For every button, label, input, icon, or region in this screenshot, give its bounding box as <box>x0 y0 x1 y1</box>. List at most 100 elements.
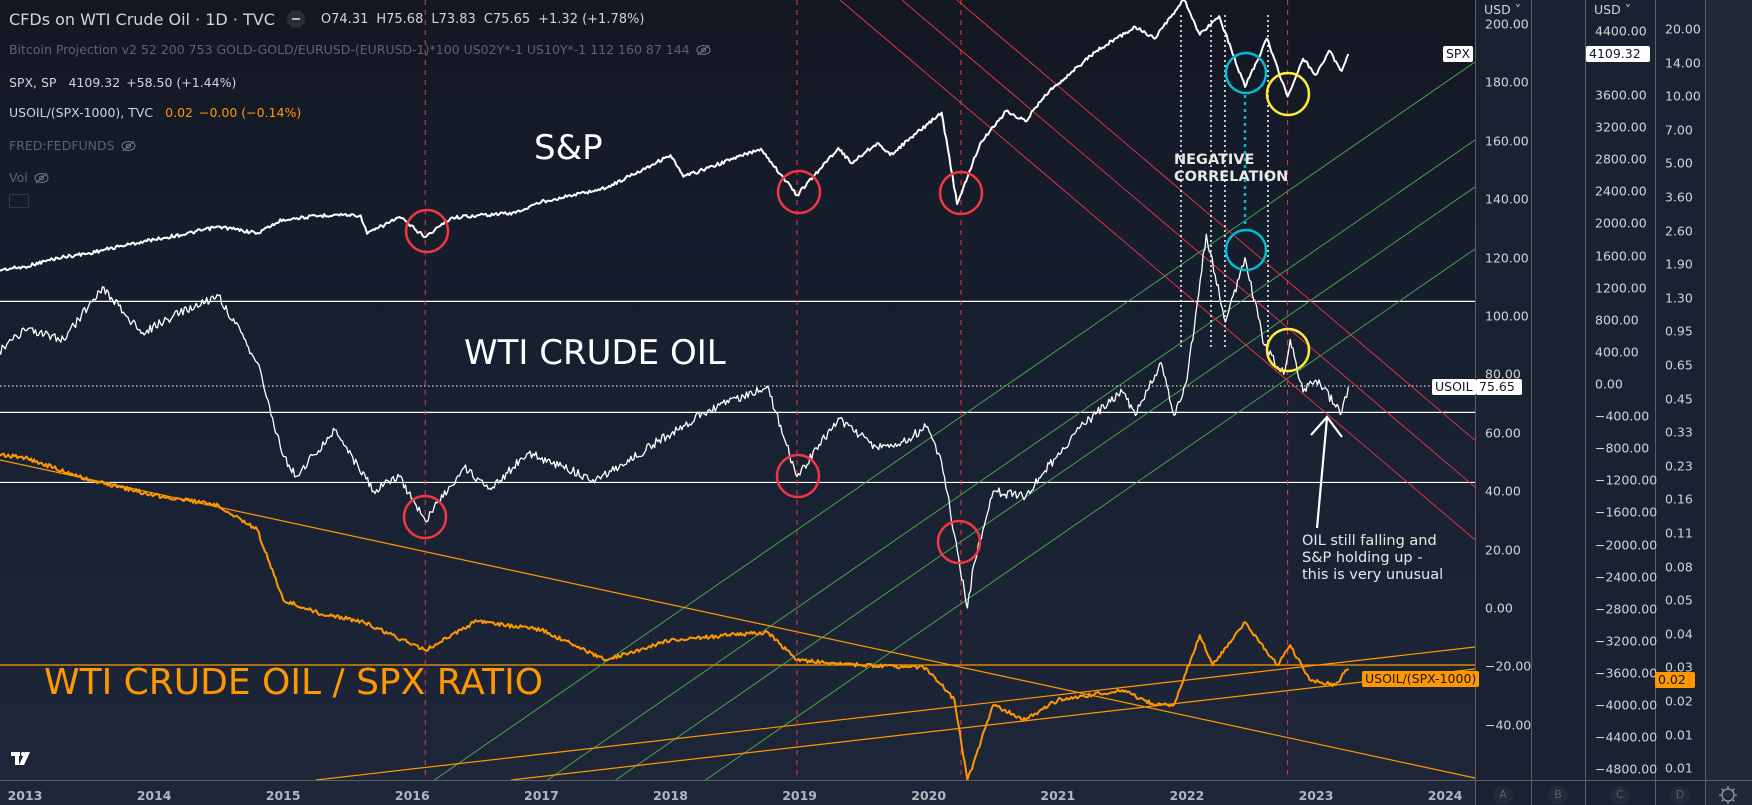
axis-tick-label: 0.95 <box>1665 323 1693 339</box>
scale-letter-button[interactable]: A <box>1493 786 1513 804</box>
axis-tick-label: −2400.00 <box>1595 569 1658 585</box>
axis-tick-label: 40.00 <box>1485 483 1521 499</box>
axis-tick-label: 140.00 <box>1485 191 1529 207</box>
axis-tick-label: 0.05 <box>1665 592 1693 608</box>
time-axis-label: 2023 <box>1298 788 1334 803</box>
sp-annotation: S&P <box>534 128 603 168</box>
tradingview-logo[interactable] <box>11 752 30 765</box>
arrow-up-icon <box>1310 415 1343 529</box>
axis-tick-label: 60.00 <box>1485 425 1521 441</box>
axis-settings-panel <box>1705 0 1752 805</box>
time-axis-label: 2020 <box>911 788 947 803</box>
green-trendline <box>615 186 1476 781</box>
axis-tick-label: −3200.00 <box>1595 633 1658 649</box>
axis-tick-label: 800.00 <box>1595 312 1639 328</box>
fedfunds-name: FRED:FEDFUNDS <box>9 138 115 153</box>
axis-tick-label: −800.00 <box>1595 440 1650 456</box>
axis-tick-label: −2000.00 <box>1595 537 1658 553</box>
green-trendline <box>547 139 1476 781</box>
legend-indicator-row[interactable]: Bitcoin Projection v2 52 200 753 GOLD-GO… <box>9 42 711 57</box>
eye-off-icon[interactable] <box>121 140 136 152</box>
axis-tick-label: 4400.00 <box>1595 23 1647 39</box>
yellow-highlight-circle <box>1265 71 1311 117</box>
currency-selector-c[interactable]: USD ˅ <box>1594 2 1631 17</box>
axis-tick-label: 100.00 <box>1485 308 1529 324</box>
red-trendline <box>956 0 1476 441</box>
time-axis-label: 2017 <box>523 788 559 803</box>
axis-tick-label: −4000.00 <box>1595 697 1658 713</box>
vol-name: Vol <box>9 170 28 185</box>
axis-tick-label: −1600.00 <box>1595 504 1658 520</box>
axis-tick-label: 0.01 <box>1665 760 1693 776</box>
ratio-price-label: 0.02 <box>1655 672 1695 688</box>
legend-collapse-button[interactable] <box>9 194 29 208</box>
spx-price-tag: SPX <box>1443 46 1474 62</box>
axis-tick-label: 7.00 <box>1665 122 1693 138</box>
ohlc-high: H75.68 <box>376 11 424 27</box>
axis-tick-label: 0.00 <box>1485 600 1513 616</box>
axis-tick-label: 14.00 <box>1665 55 1701 71</box>
note-line: S&P holding up - <box>1302 550 1423 566</box>
legend-ratio-row[interactable]: USOIL/(SPX-1000), TVC 0.02 −0.00 (−0.14%… <box>9 105 301 120</box>
axis-tick-label: 0.03 <box>1665 659 1693 675</box>
yellow-highlight-circle <box>1265 327 1311 373</box>
series-line-spx <box>0 0 1350 272</box>
axis-tick-label: 160.00 <box>1485 133 1529 149</box>
currency-selector-a[interactable]: USD ˅ <box>1484 2 1521 17</box>
orange-trendline <box>510 668 1476 781</box>
legend-fedfunds-row[interactable]: FRED:FEDFUNDS <box>9 138 136 153</box>
axis-tick-label: 2000.00 <box>1595 215 1647 231</box>
time-axis-label: 2016 <box>394 788 430 803</box>
axis-tick-label: 1.90 <box>1665 256 1693 272</box>
axis-tick-label: −1200.00 <box>1595 472 1658 488</box>
orange-trendline <box>315 646 1476 781</box>
axis-tick-label: 0.08 <box>1665 559 1693 575</box>
oil-falling-note: OIL still falling and S&P holding up - t… <box>1302 533 1443 584</box>
red-highlight-circle <box>402 494 448 540</box>
axis-tick-label: 2400.00 <box>1595 183 1647 199</box>
note-line: NEGATIVE <box>1174 152 1255 168</box>
axis-tick-label: 20.00 <box>1665 21 1701 37</box>
cyan-highlight-circle <box>1224 51 1268 95</box>
note-line: CORRELATION <box>1174 169 1289 185</box>
axis-tick-label: 20.00 <box>1485 542 1521 558</box>
scale-letter-button[interactable]: C <box>1610 786 1630 804</box>
axis-tick-label: −400.00 <box>1595 408 1650 424</box>
axis-tick-label: 3200.00 <box>1595 119 1647 135</box>
ratio-name: USOIL/(SPX-1000), TVC <box>9 105 154 120</box>
annotation-marks <box>402 51 1343 565</box>
series-lines <box>0 0 1350 781</box>
legend-spx-row[interactable]: SPX, SP 4109.32 +58.50 (+1.44%) <box>9 75 236 90</box>
scale-letter-button[interactable]: B <box>1548 786 1568 804</box>
time-axis-label: 2019 <box>782 788 817 803</box>
symbol-title[interactable]: CFDs on WTI Crude Oil · 1D · TVC <box>9 9 275 29</box>
time-axis-label: 2021 <box>1040 788 1076 803</box>
axis-tick-label: 2800.00 <box>1595 151 1647 167</box>
minus-circle-icon[interactable] <box>286 10 305 28</box>
spx-value: 4109.32 <box>68 75 121 90</box>
scale-letter-button[interactable]: D <box>1670 786 1690 804</box>
legend-vol-row[interactable]: Vol <box>9 170 49 185</box>
axis-tick-label: 80.00 <box>1485 366 1521 382</box>
axis-tick-label: 0.00 <box>1595 376 1623 392</box>
series-line-usoil <box>0 233 1349 609</box>
red-trendline <box>839 0 1476 541</box>
green-trendline <box>434 61 1476 781</box>
axis-tick-label: 0.45 <box>1665 391 1693 407</box>
eye-off-icon[interactable] <box>696 44 711 56</box>
eye-off-icon[interactable] <box>34 172 49 184</box>
time-axis-label: 2014 <box>136 788 172 803</box>
legend-main-row[interactable]: CFDs on WTI Crude Oil · 1D · TVC O74.31 … <box>9 10 644 28</box>
spx-price-label: 4109.32 <box>1586 46 1650 62</box>
ohlc-low: L73.83 <box>431 11 476 27</box>
axis-tick-label: 0.01 <box>1665 727 1693 743</box>
red-highlight-circle <box>776 169 822 215</box>
gear-icon[interactable] <box>1719 786 1737 804</box>
axis-tick-label: 10.00 <box>1665 88 1701 104</box>
ohlc-open: O74.31 <box>320 11 369 27</box>
time-axis-label: 2015 <box>265 788 301 803</box>
axis-tick-label: 1.30 <box>1665 290 1693 306</box>
axis-tick-label: 0.04 <box>1665 626 1693 642</box>
series-line-usoilspx1000 <box>0 452 1350 781</box>
